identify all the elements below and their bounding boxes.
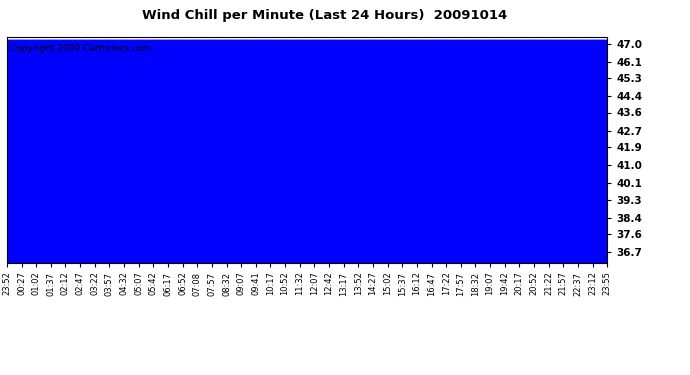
Text: Copyright 2009 Cartronics.com: Copyright 2009 Cartronics.com [10, 44, 151, 53]
Text: Wind Chill per Minute (Last 24 Hours)  20091014: Wind Chill per Minute (Last 24 Hours) 20… [141, 9, 507, 22]
